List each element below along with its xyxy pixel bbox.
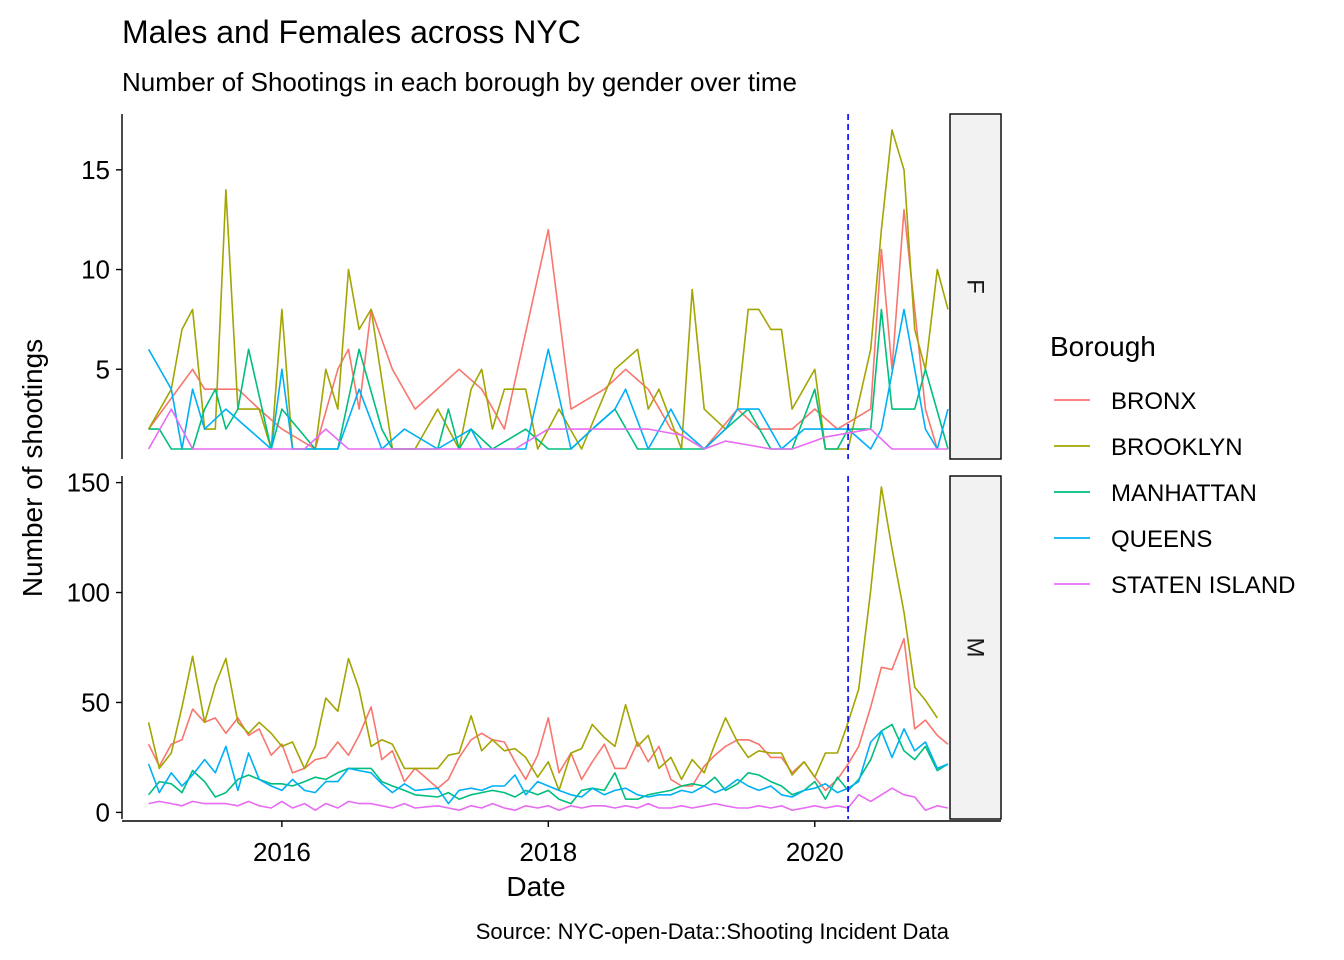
panel-F: 5 10 15 F <box>81 113 1002 460</box>
x-tick-label: 2018 <box>519 837 577 867</box>
legend-label-staten-island: STATEN ISLAND <box>1111 572 1295 599</box>
chart-title: Males and Females across NYC <box>122 14 581 50</box>
legend-label-brooklyn: BROOKLYN <box>1111 434 1243 461</box>
series-line-brooklyn-F <box>147 129 949 450</box>
series-line-queens-M <box>147 728 949 805</box>
x-axis: 2016 2018 2020 <box>122 820 1001 867</box>
chart-caption: Source: NYC-open-Data::Shooting Incident… <box>476 919 950 944</box>
y-tick-label: 15 <box>81 155 110 185</box>
y-tick-label: 150 <box>67 468 110 498</box>
series-line-staten-island-F <box>147 408 948 450</box>
legend: Borough BRONX BROOKLYN MANHATTAN QUEENS STAT… <box>1050 331 1295 599</box>
facet-strip-F <box>949 113 1002 460</box>
series-line-queens-F <box>147 308 949 450</box>
legend-label-queens: QUEENS <box>1111 526 1212 553</box>
legend-title: Borough <box>1050 331 1156 362</box>
y-tick-label: 5 <box>96 354 110 384</box>
y-axis-title: Number of shootings <box>17 339 48 597</box>
facet-strip-label: F <box>962 279 989 294</box>
legend-label-bronx: BRONX <box>1111 388 1196 415</box>
series-line-bronx-M <box>147 637 949 792</box>
series-line-staten-island-M <box>148 787 949 812</box>
series-line-bronx-F <box>147 208 939 450</box>
facet-panels: 5 10 15 F 0 50 100 150 M 2016 2018 2020 <box>67 113 1002 867</box>
legend-label-manhattan: MANHATTAN <box>1111 480 1257 507</box>
chart-subtitle: Number of Shootings in each borough by g… <box>122 67 797 97</box>
y-tick-label: 0 <box>96 797 110 827</box>
facet-strip-M <box>949 475 1002 820</box>
series-line-brooklyn-M <box>147 486 938 792</box>
y-tick-label: 10 <box>81 255 110 285</box>
facet-strip-label: M <box>962 638 989 658</box>
y-tick-label: 100 <box>67 578 110 608</box>
x-tick-label: 2016 <box>253 837 311 867</box>
series-line-manhattan-M <box>147 723 949 805</box>
x-axis-title: Date <box>506 871 565 902</box>
y-tick-label: 50 <box>81 687 110 717</box>
series-line-manhattan-F <box>148 308 949 450</box>
panel-M: 0 50 100 150 M <box>67 468 1002 827</box>
x-tick-label: 2020 <box>786 837 844 867</box>
